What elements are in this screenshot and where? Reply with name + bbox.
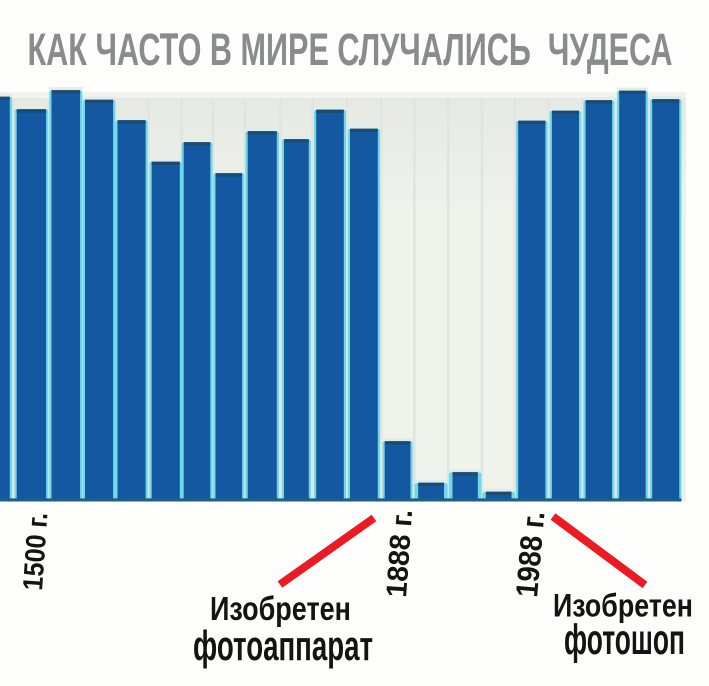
svg-text:фотоаппарат: фотоаппарат <box>193 622 373 669</box>
svg-text:1888 г.: 1888 г. <box>381 508 419 598</box>
svg-text:Изобретен: Изобретен <box>210 590 351 627</box>
svg-text:фотошоп: фотошоп <box>564 616 685 664</box>
svg-text:КАК ЧАСТО В МИРЕ СЛУЧАЛИСЬ ЧУ: КАК ЧАСТО В МИРЕ СЛУЧАЛИСЬ ЧУДЕСА <box>28 24 673 75</box>
svg-text:1988 г.: 1988 г. <box>509 510 551 599</box>
svg-text:Изобретен: Изобретен <box>553 588 693 624</box>
svg-text:1500 г.: 1500 г. <box>17 511 53 591</box>
